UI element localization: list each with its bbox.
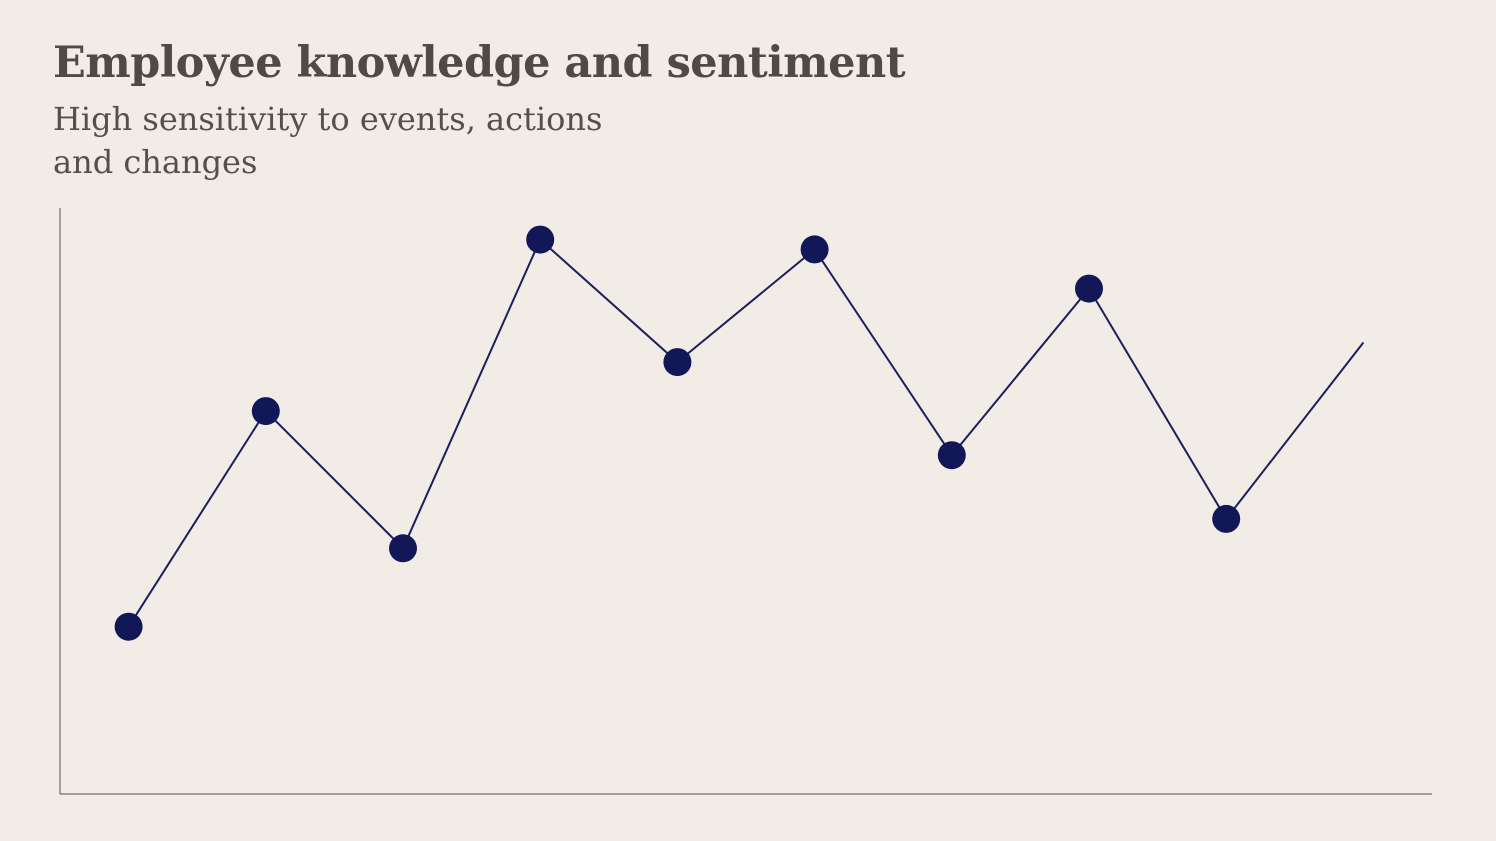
- data-point: [1212, 504, 1241, 533]
- data-point: [526, 225, 555, 254]
- data-point: [389, 534, 417, 563]
- chart-title: Employee knowledge and sentiment: [53, 38, 906, 88]
- subtitle-line-1: High sensitivity to events, actions: [53, 100, 603, 138]
- data-point: [937, 441, 966, 470]
- chart-subtitle: High sensitivity to events, actions and …: [53, 98, 653, 184]
- data-point: [1075, 274, 1103, 303]
- data-point: [251, 397, 280, 426]
- data-point: [800, 235, 829, 264]
- subtitle-line-2: and changes: [53, 143, 258, 181]
- data-point: [114, 612, 143, 641]
- data-point: [663, 348, 692, 377]
- series-line: [127, 238, 1365, 628]
- series-group: [114, 225, 1365, 641]
